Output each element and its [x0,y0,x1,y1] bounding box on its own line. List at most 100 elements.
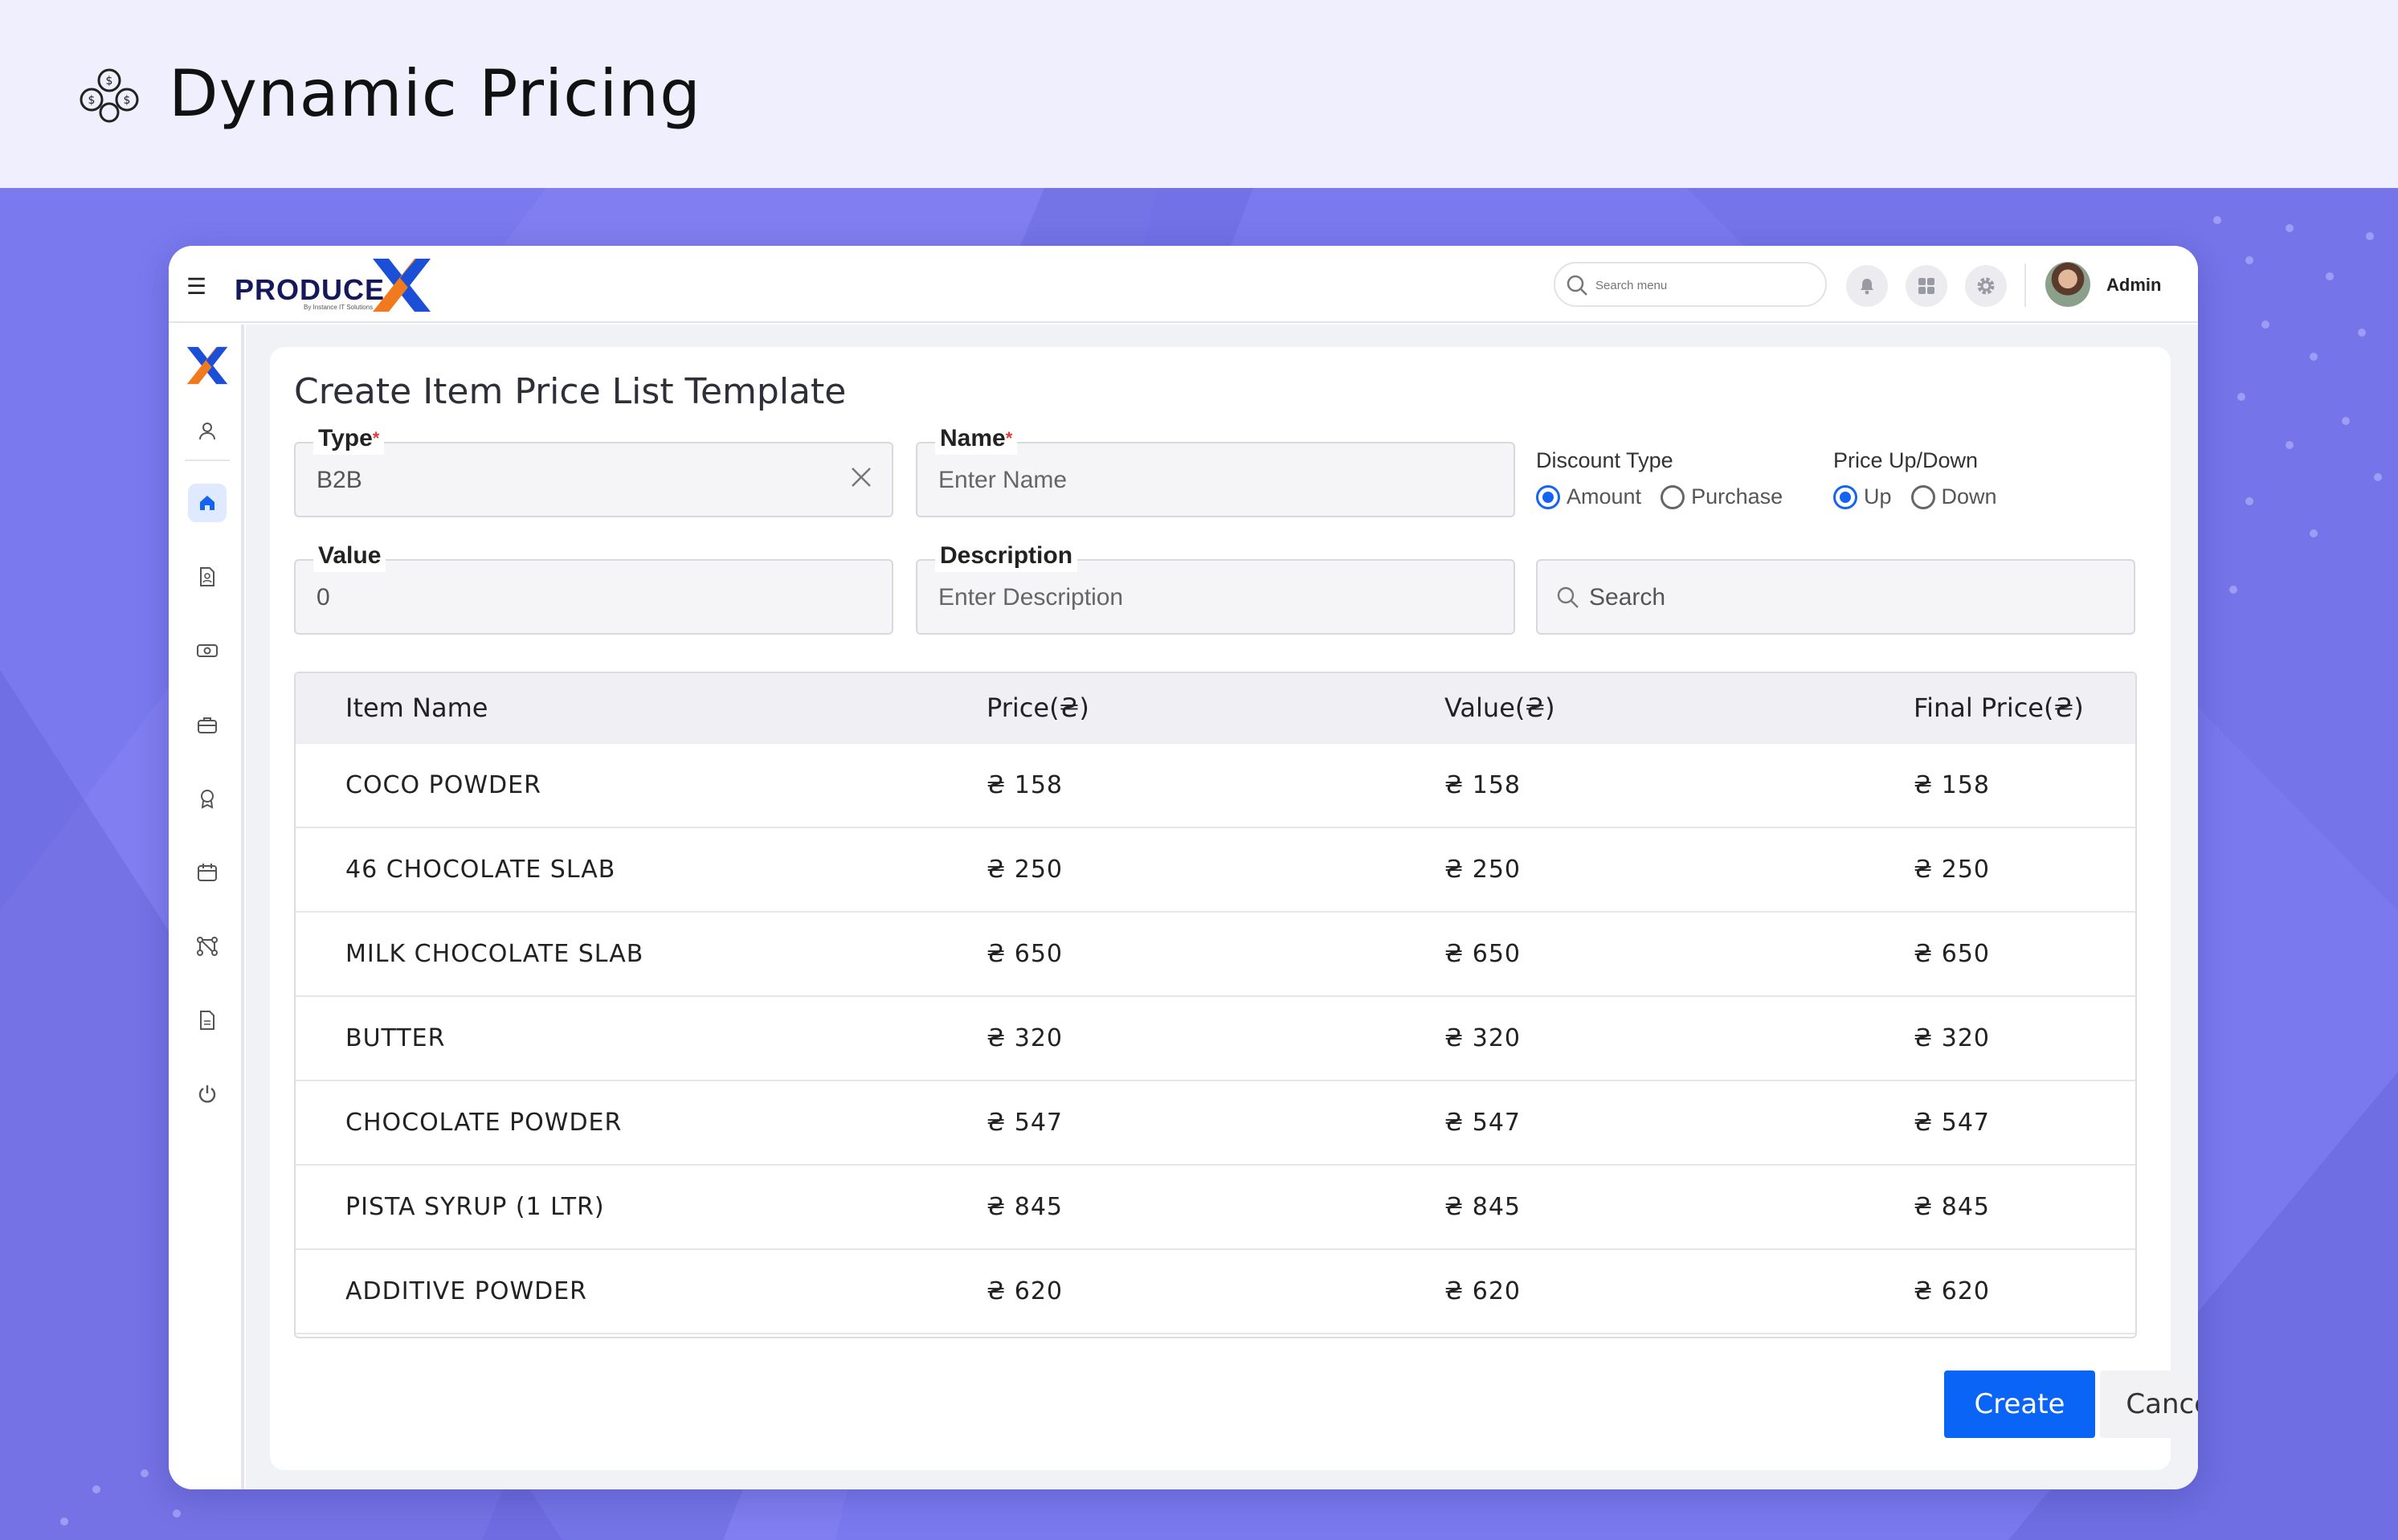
sidebar-item-logout[interactable] [188,1075,227,1113]
col-value[interactable]: Value(₴) [1444,692,1555,723]
item-search-input[interactable] [1589,582,2103,614]
item-search-field[interactable] [1536,559,2135,635]
user-name[interactable]: Admin [2106,275,2162,295]
app-window: ☰ PRODUCE By Instance IT Solutions [169,246,2198,1489]
price-direction-group: Price Up/Down Up Down [1833,448,1997,509]
type-input[interactable] [317,464,794,496]
search-menu-input[interactable] [1595,273,1812,297]
radio-unselected-icon [1910,484,1935,509]
table-cell: ₴ 650 [1914,940,1991,968]
table-row[interactable]: PISTA SYRUP (1 LTR) ₴ 845 ₴ 845 ₴ 845 [296,1166,2135,1250]
sidebar-item-jobs[interactable] [188,705,227,744]
search-menu-box[interactable] [1554,262,1827,307]
table-row[interactable]: BUTTER ₴ 320 ₴ 320 ₴ 320 [296,997,2135,1081]
radio-selected-icon [1833,484,1857,509]
top-bar: ☰ PRODUCE By Instance IT Solutions [169,246,2198,323]
calendar-icon [198,864,217,881]
table-row[interactable]: COCO POWDER ₴ 158 ₴ 158 ₴ 158 [296,744,2135,828]
name-input[interactable] [938,464,1416,496]
radio-selected-icon [1536,484,1560,509]
sidebar [169,325,244,1489]
table-cell: ₴ 547 [1444,1109,1522,1137]
price-table: Item Name Price(₴) Value(₴) Final Price(… [294,672,2137,1338]
table-cell: ₴ 650 [1444,940,1522,968]
table-cell: ₴ 320 [1914,1024,1991,1052]
table-row[interactable]: ADDITIVE POWDER ₴ 620 ₴ 620 ₴ 620 [296,1250,2135,1334]
value-input[interactable] [317,582,794,614]
avatar[interactable] [2045,262,2090,307]
price-up-radio[interactable]: Up [1833,484,1892,509]
create-button[interactable]: Create [1944,1370,2095,1438]
sidebar-item-workflow[interactable] [188,927,227,966]
description-field[interactable]: Description [916,540,1515,635]
table-cell: ₴ 547 [1914,1109,1991,1137]
table-cell: ₴ 250 [1444,856,1522,884]
table-cell: BUTTER [345,1024,446,1052]
type-label: Type* [313,423,385,455]
user-icon [199,423,215,440]
table-cell: ₴ 320 [987,1024,1064,1052]
power-icon [198,1085,216,1103]
discount-type-amount-radio[interactable]: Amount [1536,484,1641,509]
col-final-price[interactable]: Final Price(₴) [1914,692,2084,723]
table-cell: ₴ 845 [1444,1193,1522,1221]
sidebar-item-home[interactable] [188,484,227,522]
form-card: Create Item Price List Template Type* Na… [270,347,2198,1470]
table-cell: COCO POWDER [345,771,541,799]
sidebar-item-profile[interactable] [188,411,227,450]
table-row[interactable]: CHOCOLATE POWDER ₴ 547 ₴ 547 ₴ 547 [296,1081,2135,1166]
document-user-icon [200,567,214,586]
menu-icon[interactable]: ☰ [186,274,207,299]
type-field[interactable]: Type* [294,423,893,517]
table-cell: ₴ 158 [987,771,1064,799]
close-icon[interactable] [848,464,874,490]
cancel-button[interactable]: Cancel [2100,1370,2198,1438]
svg-text:$: $ [88,94,96,107]
svg-text:$: $ [124,94,131,107]
description-label: Description [935,540,1078,572]
search-icon [1567,275,1587,296]
col-price[interactable]: Price(₴) [987,692,1089,723]
sidebar-divider [185,460,230,461]
table-cell: CHOCOLATE POWDER [345,1109,623,1137]
discount-type-purchase-radio[interactable]: Purchase [1661,484,1783,509]
name-label: Name* [935,423,1018,455]
table-cell: ₴ 620 [1444,1277,1522,1305]
page-banner: $ $ $ Dynamic Pricing [0,0,2398,188]
notifications-button[interactable] [1846,265,1888,307]
page-title: Create Item Price List Template [294,371,847,412]
sidebar-item-calendar[interactable] [188,853,227,892]
sidebar-item-payments[interactable] [188,631,227,670]
produce-x-logo[interactable]: PRODUCE By Instance IT Solutions [235,257,451,313]
table-cell: ₴ 620 [1914,1277,1991,1305]
table-cell: ₴ 845 [987,1193,1064,1221]
table-cell: ₴ 158 [1914,771,1991,799]
sidebar-item-documents[interactable] [188,558,227,596]
logo-x-icon [373,259,431,312]
col-item-name[interactable]: Item Name [345,692,488,723]
settings-button[interactable] [1965,265,2007,307]
table-cell: ₴ 250 [1914,856,1991,884]
grid-icon [1918,278,1934,294]
table-cell: ₴ 320 [1444,1024,1522,1052]
search-icon [1557,586,1579,608]
sidebar-item-reports[interactable] [188,1001,227,1040]
svg-text:$: $ [106,75,113,88]
price-direction-label: Price Up/Down [1833,448,1979,472]
badge-icon [201,790,214,809]
name-field[interactable]: Name* [916,423,1515,517]
sidebar-logo-x-icon[interactable] [185,345,230,386]
table-row[interactable]: MILK CHOCOLATE SLAB ₴ 650 ₴ 650 ₴ 650 [296,913,2135,997]
sidebar-item-awards[interactable] [188,779,227,818]
table-cell: ₴ 158 [1444,771,1522,799]
table-row[interactable]: 46 CHOCOLATE SLAB ₴ 250 ₴ 250 ₴ 250 [296,828,2135,913]
table-header: Item Name Price(₴) Value(₴) Final Price(… [296,673,2135,744]
description-input[interactable] [938,582,1416,614]
value-field[interactable]: Value [294,540,893,635]
apps-button[interactable] [1906,265,1947,307]
table-cell: MILK CHOCOLATE SLAB [345,940,644,968]
price-down-radio[interactable]: Down [1910,484,1997,509]
table-cell: ₴ 620 [987,1277,1064,1305]
table-cell: ₴ 845 [1914,1193,1991,1221]
logo-text: PRODUCE [235,273,386,306]
